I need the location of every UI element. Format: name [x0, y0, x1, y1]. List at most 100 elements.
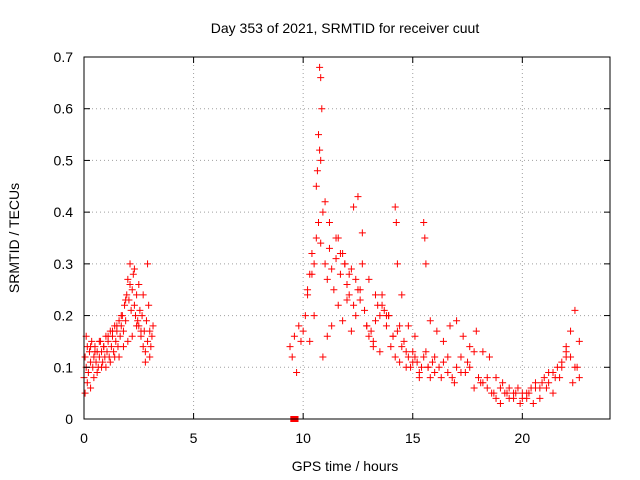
- data-point: [139, 343, 147, 351]
- data-point: [464, 358, 472, 366]
- data-point: [332, 234, 340, 242]
- data-point: [545, 368, 553, 376]
- data-point: [325, 218, 333, 226]
- data-point: [415, 374, 423, 382]
- data-point: [108, 327, 116, 335]
- data-point: [545, 379, 553, 387]
- data-point: [133, 291, 141, 299]
- y-tick-label: 0.6: [54, 101, 74, 117]
- data-point: [115, 317, 123, 325]
- data-point: [421, 234, 429, 242]
- data-point: [424, 363, 432, 371]
- data-point: [100, 343, 108, 351]
- data-point: [330, 286, 338, 294]
- data-point: [129, 270, 137, 278]
- data-point: [512, 389, 520, 397]
- x-tick-label: 15: [405, 430, 421, 446]
- data-point: [81, 353, 89, 361]
- data-point: [81, 389, 89, 397]
- ticks-layer: 0 0.1 0.2 0.3 0.4 0.5 0.6 0.7 0 5 10 15 20: [54, 49, 610, 446]
- data-point: [393, 260, 401, 268]
- data-point: [536, 394, 544, 402]
- data-point: [312, 234, 320, 242]
- data-point: [492, 374, 500, 382]
- data-point: [422, 260, 430, 268]
- data-point: [505, 384, 513, 392]
- y-tick-label: 0: [65, 411, 73, 427]
- data-point: [288, 353, 296, 361]
- data-point: [503, 389, 511, 397]
- data-point: [144, 337, 152, 345]
- data-point: [126, 281, 134, 289]
- grid-layer: [84, 57, 610, 419]
- y-tick-label: 0.4: [54, 204, 74, 220]
- data-point: [319, 208, 327, 216]
- data-point: [446, 322, 454, 330]
- data-point: [126, 260, 134, 268]
- y-axis-title: SRMTID / TECUs: [6, 183, 22, 293]
- data-point: [382, 322, 390, 330]
- data-point: [325, 244, 333, 252]
- data-point: [328, 322, 336, 330]
- data-point: [510, 394, 518, 402]
- data-point: [411, 353, 419, 361]
- data-point: [404, 322, 412, 330]
- data-point: [317, 156, 325, 164]
- data-point: [123, 291, 131, 299]
- data-point: [418, 363, 426, 371]
- data-point: [293, 368, 301, 376]
- data-point: [345, 270, 353, 278]
- data-point: [556, 374, 564, 382]
- data-point: [371, 291, 379, 299]
- data-point: [437, 374, 445, 382]
- data-point: [347, 265, 355, 273]
- data-point: [444, 368, 452, 376]
- data-point: [402, 363, 410, 371]
- data-point: [376, 348, 384, 356]
- data-point: [562, 353, 570, 361]
- data-point: [358, 260, 366, 268]
- data-point: [411, 332, 419, 340]
- y-tick-label: 0.7: [54, 49, 74, 65]
- data-point: [516, 399, 524, 407]
- data-point: [472, 327, 480, 335]
- data-point: [132, 312, 140, 320]
- data-point: [290, 332, 298, 340]
- data-points: [80, 63, 583, 422]
- data-point: [400, 337, 408, 345]
- data-point: [317, 74, 325, 82]
- data-point: [310, 312, 318, 320]
- data-point: [352, 275, 360, 283]
- data-point: [361, 306, 369, 314]
- data-point: [104, 332, 112, 340]
- data-point: [380, 306, 388, 314]
- data-point: [485, 353, 493, 361]
- data-point: [523, 389, 531, 397]
- data-point: [448, 374, 456, 382]
- data-point: [318, 105, 326, 113]
- data-point: [332, 255, 340, 263]
- data-point: [496, 399, 504, 407]
- data-point: [398, 343, 406, 351]
- data-point: [426, 317, 434, 325]
- data-point: [127, 306, 135, 314]
- data-point: [571, 306, 579, 314]
- data-point: [567, 327, 575, 335]
- data-point: [514, 384, 522, 392]
- data-point: [115, 353, 123, 361]
- data-point: [453, 363, 461, 371]
- data-point: [321, 198, 329, 206]
- data-point: [148, 332, 156, 340]
- data-point: [103, 348, 111, 356]
- data-point: [128, 286, 136, 294]
- data-point: [492, 394, 500, 402]
- data-point: [315, 131, 323, 139]
- data-point: [450, 379, 458, 387]
- data-point: [479, 348, 487, 356]
- data-point: [146, 353, 154, 361]
- data-point: [538, 379, 546, 387]
- data-point: [382, 312, 390, 320]
- data-point: [87, 384, 95, 392]
- data-point: [133, 322, 141, 330]
- data-point: [470, 384, 478, 392]
